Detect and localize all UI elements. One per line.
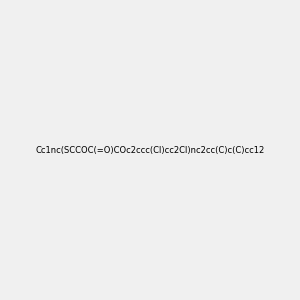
Text: Cc1nc(SCCOC(=O)COc2ccc(Cl)cc2Cl)nc2cc(C)c(C)cc12: Cc1nc(SCCOC(=O)COc2ccc(Cl)cc2Cl)nc2cc(C)… [35,146,265,154]
